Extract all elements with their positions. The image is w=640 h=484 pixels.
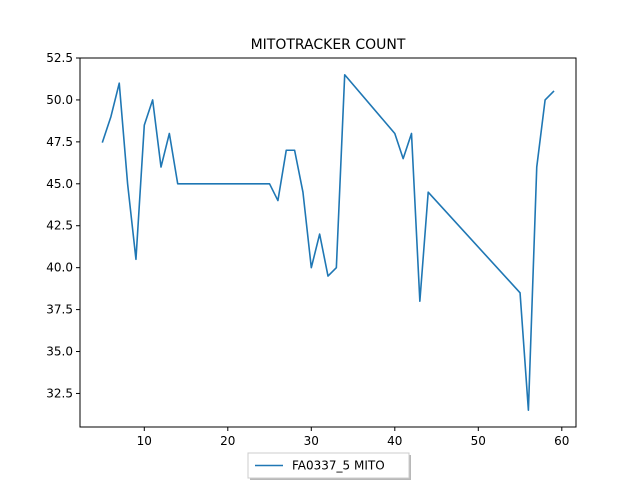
x-tick-label: 10	[137, 434, 152, 448]
x-tick-label: 60	[554, 434, 569, 448]
legend: FA0337_5 MITO	[248, 453, 411, 480]
y-tick-label: 50.0	[46, 93, 73, 107]
legend-label: FA0337_5 MITO	[292, 459, 385, 473]
x-tick-label: 40	[387, 434, 402, 448]
x-tick-label: 30	[304, 434, 319, 448]
y-tick-label: 52.5	[46, 51, 73, 65]
x-tick-label: 20	[220, 434, 235, 448]
y-tick-label: 37.5	[46, 303, 73, 317]
y-tick-label: 42.5	[46, 219, 73, 233]
y-tick-label: 32.5	[46, 386, 73, 400]
y-tick-label: 47.5	[46, 135, 73, 149]
y-tick-label: 35.0	[46, 345, 73, 359]
y-tick-label: 40.0	[46, 261, 73, 275]
chart-title: MITOTRACKER COUNT	[251, 37, 406, 53]
y-tick-label: 45.0	[46, 177, 73, 191]
x-tick-label: 50	[471, 434, 486, 448]
